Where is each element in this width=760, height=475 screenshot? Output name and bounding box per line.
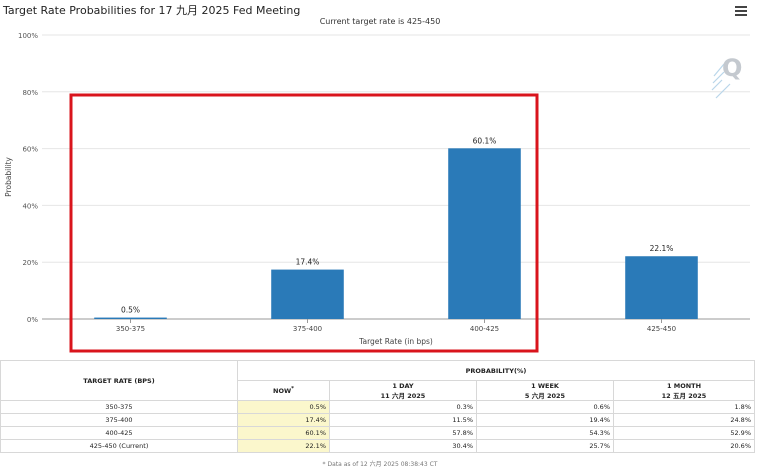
cell-rate: 425-450 (Current) [0,439,238,453]
chart-subtitle: Current target rate is 425-450 [319,17,441,26]
logo-stroke [712,71,725,84]
x-tick-label: 350-375 [116,325,145,333]
header-now: NOW* [237,380,330,401]
data-label: 17.4% [296,258,320,267]
highlight-box [69,93,539,353]
y-tick-label: 0% [27,316,38,324]
x-axis-label: Target Rate (in bps) [358,337,433,346]
bar [94,317,167,319]
y-axis-label: Probability [4,157,13,197]
cell-month: 52.9% [613,426,755,440]
logo-stroke [715,83,731,99]
header-1-day: 1 DAY 11 六月 2025 [329,380,477,401]
y-tick-label: 80% [22,89,38,97]
y-tick-label: 100% [18,32,38,40]
cell-rate: 375-400 [0,413,238,427]
cell-month: 24.8% [613,413,755,427]
bar-chart: 0% 20% 40% 60% 80% 100% 0.5% 350-375 17.4% 375-40… [4,32,750,353]
data-label: 60.1% [473,136,497,145]
data-label: 22.1% [650,244,674,253]
cell-day: 57.8% [329,426,477,440]
x-tick-label: 400-425 [470,325,499,333]
cell-day: 11.5% [329,413,477,427]
probability-table: TARGET RATE (BPS) PROBABILITY(%) NOW* 1 … [0,360,755,453]
menu-icon[interactable] [735,6,747,18]
cell-week: 0.6% [476,400,614,414]
table-row: 350-375 0.5% 0.3% 0.6% 1.8% [0,400,755,414]
logo-stroke [713,63,725,77]
header-1-month: 1 MONTH 12 五月 2025 [613,380,755,401]
cell-day: 0.3% [329,400,477,414]
cell-week: 19.4% [476,413,614,427]
header-probability: PROBABILITY(%) [237,360,755,381]
cell-now: 60.1% [237,426,330,440]
chart-title: Target Rate Probabilities for 17 九月 2025… [3,4,301,17]
y-tick-label: 40% [22,202,38,210]
logo-letter: Q [722,54,742,82]
header-target-rate: TARGET RATE (BPS) [0,360,238,401]
cell-week: 54.3% [476,426,614,440]
cell-month: 20.6% [613,439,755,453]
probability-table-container: TARGET RATE (BPS) PROBABILITY(%) NOW* 1 … [0,360,760,453]
table-row: 425-450 (Current) 22.1% 30.4% 25.7% 20.6… [0,439,755,453]
cell-now: 17.4% [237,413,330,427]
cell-month: 1.8% [613,400,755,414]
bar [448,148,521,319]
cell-rate: 400-425 [0,426,238,440]
logo-icon: Q [711,54,742,99]
y-tick-label: 20% [22,259,38,267]
cell-week: 25.7% [476,439,614,453]
x-tick-label: 425-450 [647,325,676,333]
footnote: * Data as of 12 六月 2025 08:38:43 CT [322,461,438,468]
y-tick-label: 60% [22,146,38,154]
cell-rate: 350-375 [0,400,238,414]
table-row: 375-400 17.4% 11.5% 19.4% 24.8% [0,413,755,427]
table-row: 400-425 60.1% 57.8% 54.3% 52.9% [0,426,755,440]
data-label: 0.5% [121,306,140,315]
header-1-week: 1 WEEK 5 六月 2025 [476,380,614,401]
bar [271,269,344,319]
cell-day: 30.4% [329,439,477,453]
bar [625,256,698,319]
cell-now: 0.5% [237,400,330,414]
logo-stroke [711,79,723,91]
x-tick-label: 375-400 [293,325,322,333]
cell-now: 22.1% [237,439,330,453]
